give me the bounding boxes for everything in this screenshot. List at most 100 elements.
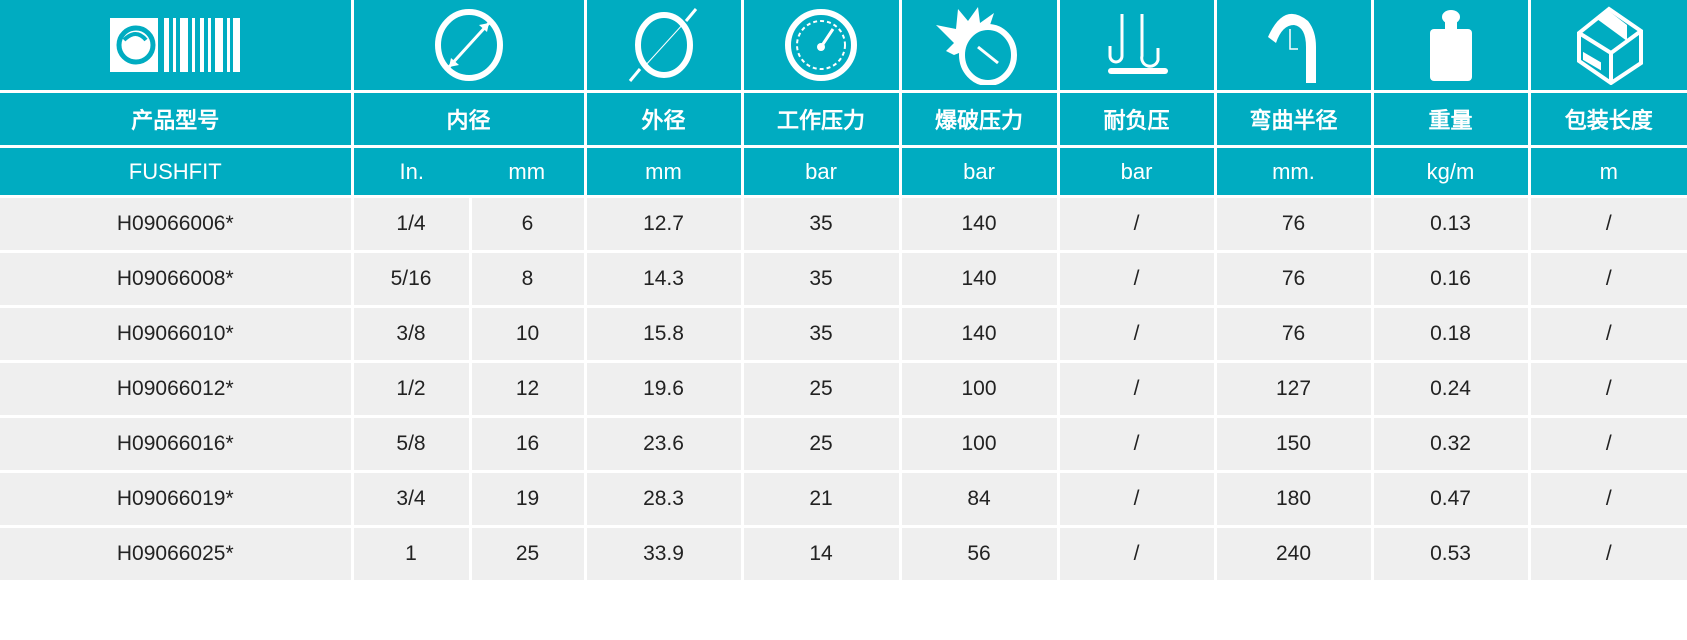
table-cell: 127: [1213, 360, 1374, 418]
table-cell: /: [1527, 525, 1687, 583]
table-cell: 25: [740, 360, 902, 418]
table-cell: 28.3: [583, 470, 744, 528]
table-row: H09066025* 1 25 33.9 14 56/240 0.53/: [0, 525, 1687, 583]
table-cell: H09066006*: [0, 196, 354, 253]
header-vacuum: 耐负压: [1056, 90, 1217, 148]
working-pressure-gauge-icon: [740, 0, 902, 93]
unit-cell: mm.: [1213, 145, 1374, 198]
table-cell: 21: [740, 470, 902, 528]
table-cell: 100: [898, 415, 1060, 473]
header-model: 产品型号: [0, 90, 354, 148]
table-cell: 12.7: [583, 196, 744, 253]
table-cell: H09066019*: [0, 470, 354, 528]
table-cell: /: [1056, 415, 1217, 473]
table-cell: 140: [898, 196, 1060, 253]
icon-row: [0, 0, 1687, 93]
table-cell: 140: [898, 305, 1060, 363]
table-cell: /: [1056, 305, 1217, 363]
unit-cell: bar: [1056, 145, 1217, 198]
table-cell: 35: [740, 196, 902, 253]
table-cell: /: [1056, 250, 1217, 308]
table-cell: 0.47: [1370, 470, 1531, 528]
unit-row: FUSHFIT In. mm mm bar bar bar mm. kg/m m: [0, 145, 1687, 198]
table-cell: /: [1527, 305, 1687, 363]
table-cell: 25: [468, 525, 587, 583]
table-cell: 3/4: [350, 470, 472, 528]
table-row: H09066010* 3/8 10 15.8 35 140/76 0.18/: [0, 305, 1687, 363]
table-cell: 1: [350, 525, 472, 583]
table-row: H09066019* 3/4 19 28.3 21 84/180 0.47/: [0, 470, 1687, 528]
inner-diameter-icon: [350, 0, 587, 93]
table-cell: 25: [740, 415, 902, 473]
table-cell: H09066016*: [0, 415, 354, 473]
package-box-icon: [1527, 0, 1687, 93]
unit-cell: kg/m: [1370, 145, 1531, 198]
table-cell: 0.18: [1370, 305, 1531, 363]
unit-cell: FUSHFIT: [0, 145, 354, 198]
table-cell: 23.6: [583, 415, 744, 473]
unit-cell: In.: [350, 145, 470, 198]
table-row: H09066008* 5/16 8 14.3 35 140/76 0.16/: [0, 250, 1687, 308]
table-cell: /: [1527, 196, 1687, 253]
table-cell: 180: [1213, 470, 1374, 528]
table-cell: 76: [1213, 305, 1374, 363]
outer-diameter-icon: [583, 0, 744, 93]
table-cell: 8: [468, 250, 587, 308]
table-cell: /: [1527, 250, 1687, 308]
table-cell: 3/8: [350, 305, 472, 363]
table-cell: 140: [898, 250, 1060, 308]
table-cell: 100: [898, 360, 1060, 418]
header-inner-diameter: 内径: [350, 90, 587, 148]
table-cell: H09066008*: [0, 250, 354, 308]
table-cell: /: [1527, 415, 1687, 473]
table-cell: 84: [898, 470, 1060, 528]
table-cell: 0.24: [1370, 360, 1531, 418]
table-cell: 5/8: [350, 415, 472, 473]
header-package-length: 包装长度: [1527, 90, 1687, 148]
spec-table: 产品型号 内径 外径 工作压力 爆破压力 耐负压 弯曲半径 重量 包装长度 FU…: [0, 0, 1687, 583]
header-row: 产品型号 内径 外径 工作压力 爆破压力 耐负压 弯曲半径 重量 包装长度: [0, 90, 1687, 148]
table-cell: 35: [740, 250, 902, 308]
table-row: H09066016* 5/8 16 23.6 25 100/150 0.32/: [0, 415, 1687, 473]
unit-cell: m: [1527, 145, 1687, 198]
table-cell: /: [1527, 360, 1687, 418]
table-body: H09066006* 1/4 6 12.7 35 140/76 0.13/H09066008…: [0, 196, 1687, 583]
table-cell: 56: [898, 525, 1060, 583]
table-cell: 150: [1213, 415, 1374, 473]
weight-icon: [1370, 0, 1531, 93]
table-row: H09066012* 1/2 12 19.6 25 100/127 0.24/: [0, 360, 1687, 418]
unit-cell: mm: [470, 145, 587, 198]
unit-cell: bar: [898, 145, 1060, 198]
header-outer-diameter: 外径: [583, 90, 744, 148]
table-cell: 35: [740, 305, 902, 363]
table-cell: 0.53: [1370, 525, 1531, 583]
unit-cell: bar: [740, 145, 902, 198]
table-cell: /: [1527, 470, 1687, 528]
table-cell: 14: [740, 525, 902, 583]
table-cell: 76: [1213, 250, 1374, 308]
table-cell: 0.32: [1370, 415, 1531, 473]
bend-radius-icon: [1213, 0, 1374, 93]
table-cell: 240: [1213, 525, 1374, 583]
table-cell: 10: [468, 305, 587, 363]
brand-logo: [0, 0, 354, 93]
table-cell: 15.8: [583, 305, 744, 363]
header-burst-pressure: 爆破压力: [898, 90, 1060, 148]
table-cell: 0.13: [1370, 196, 1531, 253]
unit-cell: mm: [583, 145, 744, 198]
table-cell: H09066012*: [0, 360, 354, 418]
table-cell: 19.6: [583, 360, 744, 418]
table-cell: 19: [468, 470, 587, 528]
table-cell: /: [1056, 470, 1217, 528]
table-cell: H09066010*: [0, 305, 354, 363]
table-cell: 16: [468, 415, 587, 473]
table-cell: /: [1056, 360, 1217, 418]
vacuum-icon: [1056, 0, 1217, 93]
table-cell: 33.9: [583, 525, 744, 583]
table-cell: 12: [468, 360, 587, 418]
table-cell: 6: [468, 196, 587, 253]
table-cell: H09066025*: [0, 525, 354, 583]
table-cell: 14.3: [583, 250, 744, 308]
table-cell: 76: [1213, 196, 1374, 253]
header-working-pressure: 工作压力: [740, 90, 902, 148]
